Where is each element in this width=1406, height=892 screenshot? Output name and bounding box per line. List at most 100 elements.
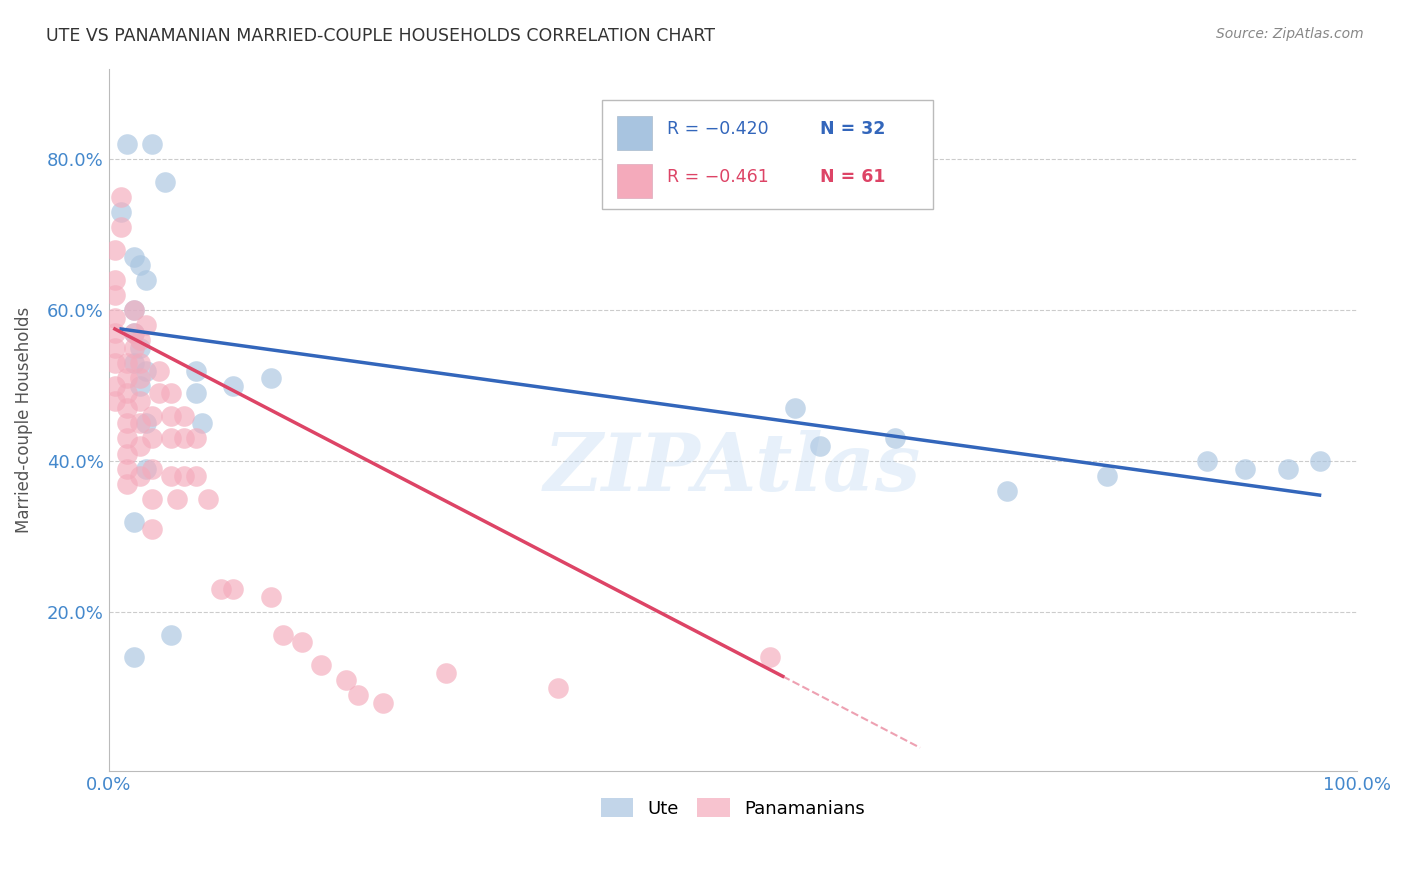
Point — [104, 310, 127, 325]
Point — [117, 476, 139, 491]
Point — [209, 582, 232, 597]
Point — [291, 635, 314, 649]
Point — [434, 665, 457, 680]
Point — [128, 371, 150, 385]
Point — [117, 371, 139, 385]
Point — [141, 136, 163, 151]
Point — [122, 303, 145, 318]
Y-axis label: Married-couple Households: Married-couple Households — [15, 307, 32, 533]
Point — [135, 273, 157, 287]
Point — [117, 401, 139, 416]
Text: N = 32: N = 32 — [820, 120, 886, 138]
Point — [117, 386, 139, 401]
Point — [884, 432, 907, 446]
Point — [222, 378, 245, 392]
Point — [260, 590, 283, 604]
Point — [117, 432, 139, 446]
Text: ZIPAtlas: ZIPAtlas — [544, 430, 921, 508]
Text: Source: ZipAtlas.com: Source: ZipAtlas.com — [1216, 27, 1364, 41]
Point — [173, 432, 195, 446]
Point — [785, 401, 807, 416]
Point — [260, 371, 283, 385]
Point — [547, 681, 569, 695]
Point — [309, 658, 332, 673]
Legend: Ute, Panamanians: Ute, Panamanians — [593, 791, 872, 825]
Point — [122, 326, 145, 340]
Point — [184, 363, 207, 377]
Point — [141, 522, 163, 536]
FancyBboxPatch shape — [617, 116, 651, 150]
Point — [110, 205, 132, 219]
Point — [141, 461, 163, 475]
Point — [197, 491, 219, 506]
Point — [104, 378, 127, 392]
Point — [135, 318, 157, 333]
Point — [117, 136, 139, 151]
Point — [104, 393, 127, 408]
Point — [104, 326, 127, 340]
Point — [373, 696, 395, 710]
Point — [347, 688, 370, 702]
Point — [166, 491, 188, 506]
Point — [141, 409, 163, 423]
Point — [117, 417, 139, 431]
Point — [104, 243, 127, 257]
Point — [184, 432, 207, 446]
Point — [997, 484, 1019, 499]
Point — [1233, 461, 1256, 475]
Point — [128, 356, 150, 370]
Point — [148, 386, 170, 401]
Point — [160, 409, 183, 423]
Point — [122, 515, 145, 529]
Point — [135, 461, 157, 475]
Text: UTE VS PANAMANIAN MARRIED-COUPLE HOUSEHOLDS CORRELATION CHART: UTE VS PANAMANIAN MARRIED-COUPLE HOUSEHO… — [46, 27, 716, 45]
Point — [122, 303, 145, 318]
Point — [273, 628, 295, 642]
FancyBboxPatch shape — [617, 164, 651, 198]
Point — [104, 341, 127, 355]
Point — [160, 469, 183, 483]
Text: R = −0.420: R = −0.420 — [666, 120, 768, 138]
Point — [122, 341, 145, 355]
Point — [128, 378, 150, 392]
Point — [160, 432, 183, 446]
Point — [122, 326, 145, 340]
Point — [141, 491, 163, 506]
Point — [110, 190, 132, 204]
Point — [160, 386, 183, 401]
Point — [759, 650, 782, 665]
Text: R = −0.461: R = −0.461 — [666, 168, 769, 186]
Point — [808, 439, 831, 453]
Point — [117, 447, 139, 461]
Point — [104, 356, 127, 370]
Point — [117, 461, 139, 475]
Point — [122, 250, 145, 264]
Point — [128, 258, 150, 272]
Text: N = 61: N = 61 — [820, 168, 886, 186]
Point — [128, 341, 150, 355]
Point — [128, 393, 150, 408]
Point — [135, 363, 157, 377]
Point — [128, 417, 150, 431]
Point — [104, 273, 127, 287]
Point — [128, 334, 150, 348]
Point — [122, 356, 145, 370]
Point — [335, 673, 357, 687]
Point — [184, 386, 207, 401]
Point — [148, 363, 170, 377]
Point — [1097, 469, 1119, 483]
Point — [160, 628, 183, 642]
Point — [135, 417, 157, 431]
Point — [1309, 454, 1331, 468]
Point — [173, 469, 195, 483]
Point — [222, 582, 245, 597]
Point — [128, 439, 150, 453]
Point — [104, 288, 127, 302]
Point — [153, 175, 176, 189]
Point — [1277, 461, 1299, 475]
Point — [110, 220, 132, 235]
Point — [173, 409, 195, 423]
FancyBboxPatch shape — [602, 100, 932, 209]
Point — [141, 432, 163, 446]
Point — [122, 650, 145, 665]
